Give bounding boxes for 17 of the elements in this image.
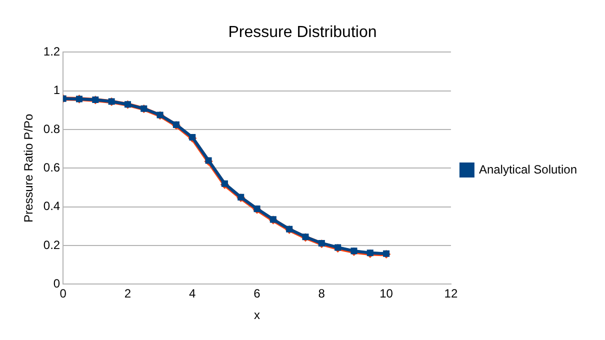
x-tick-label: 8 xyxy=(318,286,326,301)
y-tick-label: 0 xyxy=(53,276,60,291)
x-tick-label: 10 xyxy=(380,286,394,301)
y-tick-label: 0.2 xyxy=(43,238,60,252)
y-tick-label: 1 xyxy=(53,83,60,98)
y-tick-label: 1.2 xyxy=(43,44,60,59)
x-tick-label: 6 xyxy=(254,286,261,301)
y-tick-label: 0.4 xyxy=(43,199,60,214)
y-tick-label: 0.6 xyxy=(43,160,60,175)
y-axis-title: Pressure Ratio P/Po xyxy=(22,114,36,223)
legend-label: Analytical Solution xyxy=(478,162,578,176)
chart-title: Pressure Distribution xyxy=(228,24,377,42)
y-tick-label: 0.8 xyxy=(43,122,60,136)
x-tick-label: 2 xyxy=(124,286,132,301)
x-axis-title: x xyxy=(254,308,260,322)
x-tick-label: 4 xyxy=(189,286,196,301)
x-tick-label: 12 xyxy=(444,286,458,301)
